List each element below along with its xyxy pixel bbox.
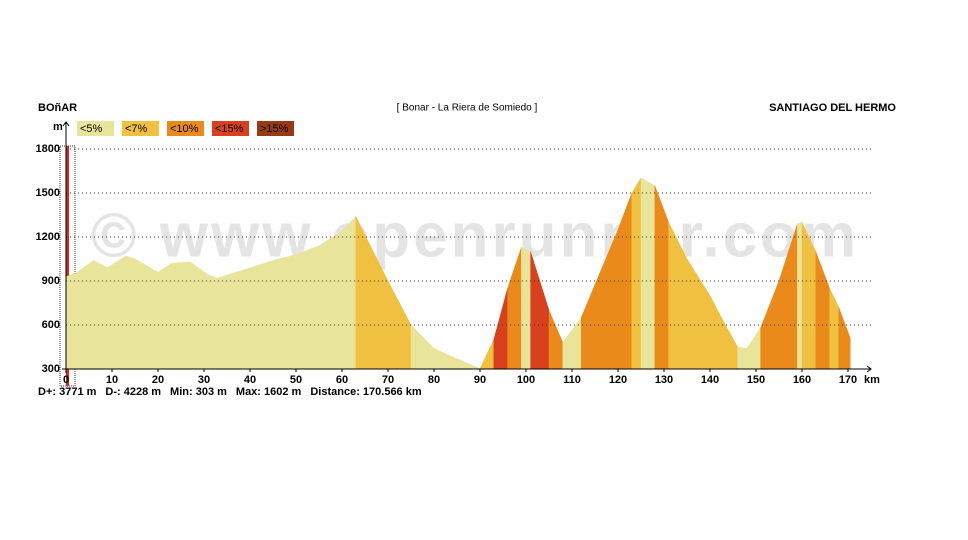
profile-segment xyxy=(493,288,508,370)
x-tick-label: 20 xyxy=(152,374,164,386)
profile-segment xyxy=(217,267,251,370)
x-tick-label: 60 xyxy=(336,374,348,386)
legend-label: <15% xyxy=(215,123,244,135)
x-tick-label: 70 xyxy=(382,374,394,386)
legend-swatch xyxy=(167,121,204,136)
x-tick-label: 80 xyxy=(428,374,440,386)
profile-segment xyxy=(318,230,343,370)
profile-segment xyxy=(387,280,412,370)
x-tick-label: 30 xyxy=(198,374,210,386)
y-unit: m xyxy=(53,121,63,133)
stat: Distance: 170.566 km xyxy=(310,386,422,398)
legend-label: <5% xyxy=(80,123,103,135)
y-tick-label: 1800 xyxy=(36,143,60,155)
profile-segment xyxy=(189,261,209,370)
x-unit: km xyxy=(864,374,880,386)
profile-segment xyxy=(249,260,274,370)
profile-segment xyxy=(134,258,159,370)
x-tick-label: 0 xyxy=(63,374,69,386)
x-tick-label: 140 xyxy=(701,374,719,386)
y-tick-label: 1500 xyxy=(36,187,60,199)
profile-segment xyxy=(65,273,76,370)
legend-label: >15% xyxy=(260,123,289,135)
x-tick-label: 120 xyxy=(609,374,627,386)
legend-swatch xyxy=(77,121,114,136)
profile-segment xyxy=(107,255,127,370)
x-tick-label: 40 xyxy=(244,374,256,386)
x-tick-label: 150 xyxy=(747,374,765,386)
y-tick-label: 300 xyxy=(42,363,60,375)
legend-label: <7% xyxy=(125,123,148,135)
x-tick-label: 100 xyxy=(517,374,535,386)
profile-segment xyxy=(295,245,320,370)
plot-area xyxy=(65,177,851,370)
legend-swatch xyxy=(257,121,294,136)
profile-segment xyxy=(125,255,136,370)
stat: Max: 1602 m xyxy=(236,386,302,398)
y-tick-label: 600 xyxy=(42,319,60,331)
profile-segment xyxy=(838,307,851,370)
profile-segment xyxy=(456,358,481,370)
profile-segment xyxy=(171,261,191,370)
x-tick-label: 10 xyxy=(106,374,118,386)
x-tick-label: 110 xyxy=(563,374,581,386)
start-bar xyxy=(66,146,69,386)
x-tick-label: 160 xyxy=(793,374,811,386)
legend-label: <10% xyxy=(170,123,199,135)
profile-segment xyxy=(521,246,531,370)
profile-segment xyxy=(797,221,803,370)
profile-segment xyxy=(208,274,219,370)
chart-title: [ Bonar - La Riera de Somiedo ] xyxy=(397,103,538,114)
profile-segment xyxy=(640,177,656,370)
stat: Min: 303 m xyxy=(170,386,227,398)
profile-segment xyxy=(737,346,748,370)
profile-segment xyxy=(410,324,435,370)
x-tick-label: 90 xyxy=(474,374,486,386)
profile-segment xyxy=(433,348,458,370)
y-axis-arrow xyxy=(62,121,70,127)
y-tick-label: 1200 xyxy=(36,231,60,243)
profile-segment xyxy=(580,273,600,370)
start-label: BOñAR xyxy=(38,102,77,114)
stat: D+: 3771 m xyxy=(38,386,97,398)
profile-segment xyxy=(709,295,725,370)
profile-segment xyxy=(93,260,108,370)
profile-segment xyxy=(272,254,297,370)
stat: D-: 4228 m xyxy=(105,386,161,398)
x-tick-label: 130 xyxy=(655,374,673,386)
y-tick-label: 900 xyxy=(42,275,60,287)
profile-segment xyxy=(686,258,711,370)
profile-segment xyxy=(341,215,357,370)
end-label: SANTIAGO DEL HERMO xyxy=(769,102,896,114)
legend-swatch xyxy=(212,121,249,136)
x-tick-label: 170 xyxy=(839,374,857,386)
profile-segment xyxy=(723,321,738,370)
legend-swatch xyxy=(122,121,159,136)
profile-segment xyxy=(631,177,642,370)
profile-segment xyxy=(829,288,840,370)
watermark: © www.openrunner.com xyxy=(91,201,859,270)
profile-segment xyxy=(760,280,780,370)
profile-segment xyxy=(157,262,173,370)
x-tick-label: 50 xyxy=(290,374,302,386)
profile-segment xyxy=(74,259,94,370)
profile-segment xyxy=(548,310,564,370)
profile-segment xyxy=(479,339,495,370)
x-axis-arrow xyxy=(866,365,872,373)
profile-segment xyxy=(746,327,761,370)
